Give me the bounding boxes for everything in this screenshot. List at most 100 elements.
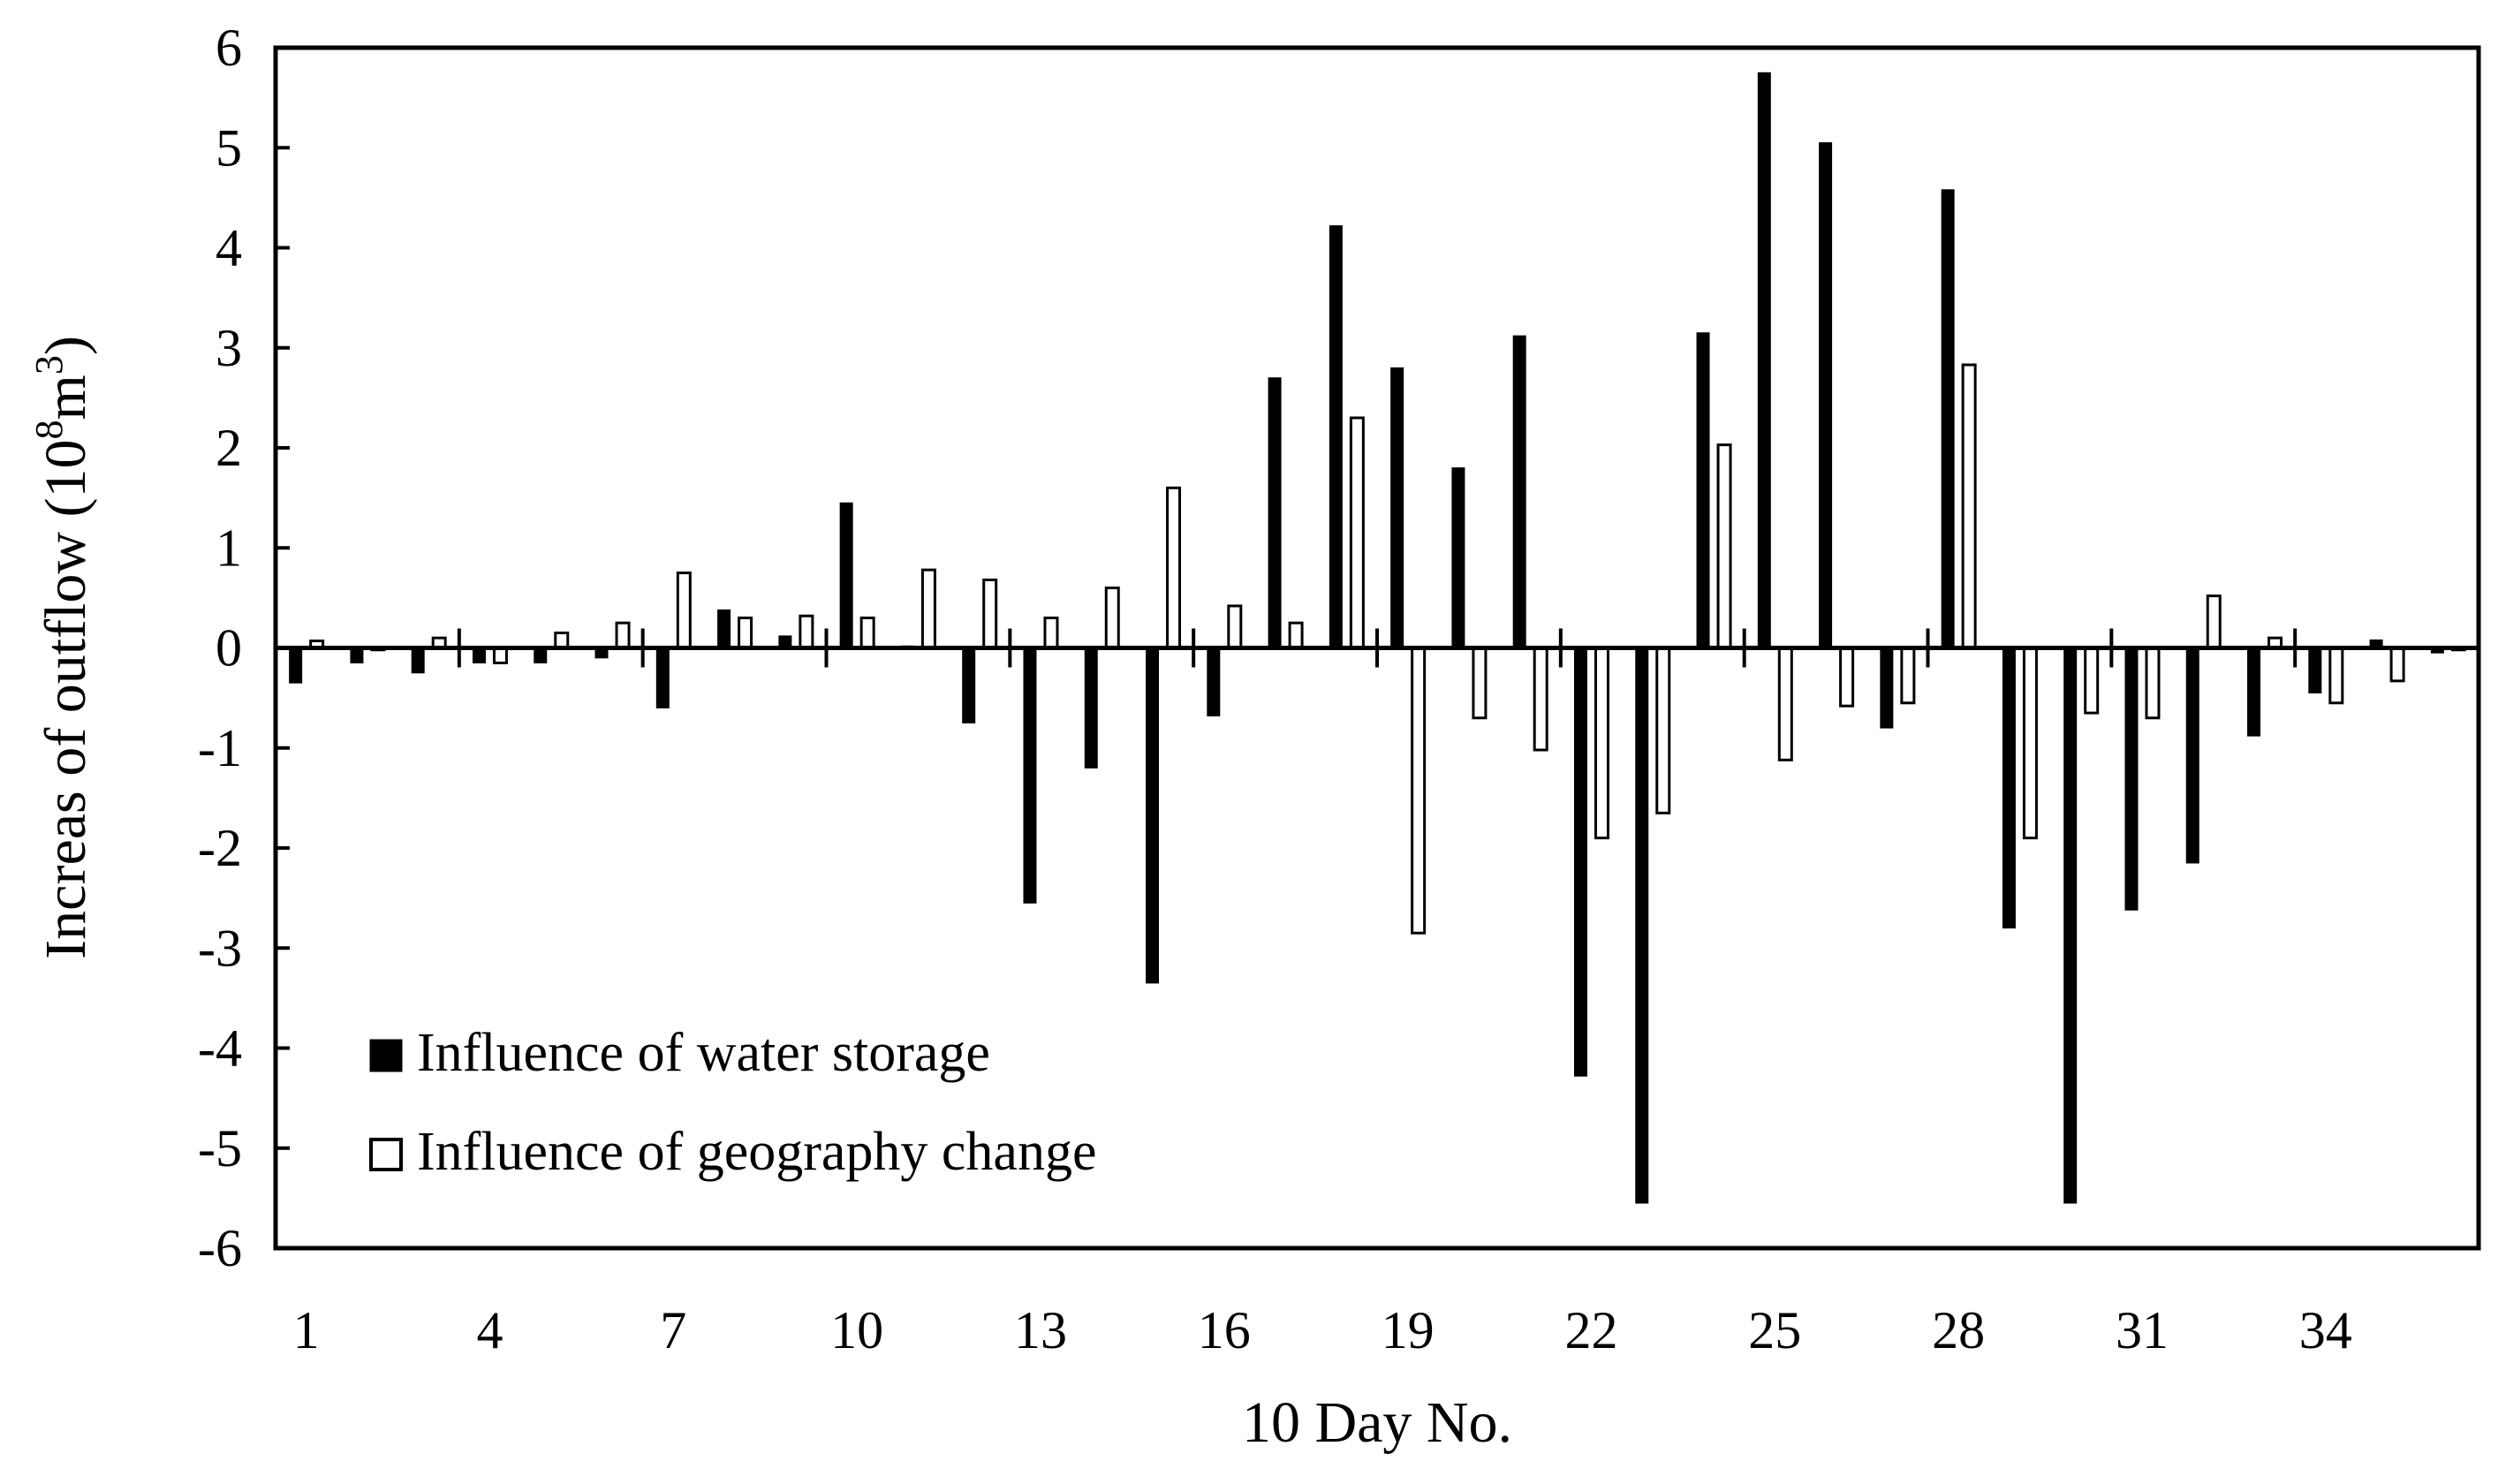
bar-water-storage-22 xyxy=(1573,647,1587,1077)
bar-water-storage-28 xyxy=(1941,189,1955,648)
bar-geography-change-20 xyxy=(1472,647,1488,720)
x-tick-label: 25 xyxy=(1748,1301,1801,1359)
y-axis-title-suffix: ) xyxy=(34,336,98,355)
y-tick-label: 6 xyxy=(216,19,242,77)
bar-water-storage-3 xyxy=(411,647,425,674)
y-tick-label: 0 xyxy=(216,619,242,678)
bar-water-storage-24 xyxy=(1696,332,1710,648)
bar-water-storage-7 xyxy=(655,647,670,708)
y-axis-title-mid: m xyxy=(34,375,98,420)
x-axis: 1 4 7 10 13 16 19 22 25 28 31 34 xyxy=(293,1301,2352,1359)
bars-layer xyxy=(289,72,2466,1204)
legend-label-water-storage: Influence of water storage xyxy=(417,1023,990,1083)
x-tick-label: 28 xyxy=(1932,1301,1985,1359)
y-tick-label: -5 xyxy=(198,1119,242,1177)
bar-water-storage-5 xyxy=(534,647,548,663)
x-tick-label: 10 xyxy=(830,1301,883,1359)
bar-geography-change-34 xyxy=(2328,647,2344,705)
bar-geography-change-28 xyxy=(1961,363,1977,649)
bar-water-storage-26 xyxy=(1819,142,1833,648)
bar-geography-change-5 xyxy=(554,632,570,650)
zero-line-layer xyxy=(276,628,2479,668)
x-tick-label: 4 xyxy=(476,1301,503,1359)
bar-geography-change-25 xyxy=(1777,647,1793,761)
bar-geography-change-26 xyxy=(1839,647,1855,708)
bar-geography-change-13 xyxy=(1043,617,1059,650)
y-axis-title-prefix: Increas of outflow (10 xyxy=(34,440,98,959)
bar-geography-change-8 xyxy=(738,617,753,650)
bar-geography-change-17 xyxy=(1288,621,1304,650)
bar-geography-change-6 xyxy=(615,621,631,650)
x-tick-label: 31 xyxy=(2116,1301,2169,1359)
bar-geography-change-14 xyxy=(1104,587,1120,649)
bar-water-storage-21 xyxy=(1512,335,1526,648)
bar-water-storage-10 xyxy=(839,502,853,648)
bar-geography-change-16 xyxy=(1227,604,1243,650)
bar-geography-change-9 xyxy=(799,614,814,650)
bar-water-storage-17 xyxy=(1268,377,1282,648)
bar-water-storage-25 xyxy=(1757,72,1771,648)
bar-geography-change-22 xyxy=(1594,647,1609,840)
bar-water-storage-33 xyxy=(2247,647,2261,737)
y-tick-label: 4 xyxy=(216,219,242,277)
bar-water-storage-2 xyxy=(350,647,364,663)
bar-geography-change-23 xyxy=(1655,647,1671,814)
y-axis-title-exp1: 8 xyxy=(27,420,71,440)
bar-geography-change-12 xyxy=(982,578,998,649)
bar-water-storage-4 xyxy=(472,647,486,663)
bar-water-storage-20 xyxy=(1451,467,1465,649)
bar-water-storage-18 xyxy=(1329,225,1343,648)
bar-geography-change-11 xyxy=(920,568,936,649)
bar-water-storage-16 xyxy=(1207,647,1221,717)
bar-water-storage-23 xyxy=(1635,647,1649,1204)
bar-water-storage-30 xyxy=(2063,647,2078,1204)
bar-water-storage-8 xyxy=(717,609,731,648)
y-axis-title: Increas of outflow (108m3) xyxy=(27,336,98,959)
y-tick-label: -3 xyxy=(198,919,242,977)
legend-label-geography-change: Influence of geography change xyxy=(417,1122,1096,1182)
bar-water-storage-19 xyxy=(1390,367,1404,648)
bar-water-storage-34 xyxy=(2308,647,2322,693)
bar-geography-change-29 xyxy=(2022,647,2038,840)
x-tick-label: 1 xyxy=(293,1301,320,1359)
x-tick-label: 22 xyxy=(1564,1301,1617,1359)
x-tick-label: 19 xyxy=(1382,1301,1435,1359)
bar-geography-change-4 xyxy=(492,647,508,664)
y-tick-label: -1 xyxy=(198,719,242,777)
legend: Influence of water storage Influence of … xyxy=(369,1023,1096,1182)
x-tick-label: 34 xyxy=(2299,1301,2352,1359)
x-tick-label: 7 xyxy=(660,1301,686,1359)
bar-geography-change-35 xyxy=(2389,647,2405,683)
bar-geography-change-10 xyxy=(859,617,875,650)
bar-water-storage-14 xyxy=(1084,647,1098,768)
x-tick-label: 16 xyxy=(1198,1301,1251,1359)
x-axis-title: 10 Day No. xyxy=(1242,1390,1512,1455)
bar-geography-change-19 xyxy=(1411,647,1427,935)
y-axis: 6 5 4 3 2 1 0 -1 -2 -3 -4 -5 -6 xyxy=(198,19,290,1277)
bar-water-storage-27 xyxy=(1880,647,1894,729)
bar-geography-change-21 xyxy=(1533,647,1548,752)
y-tick-label: 3 xyxy=(216,319,242,377)
bar-water-storage-15 xyxy=(1146,647,1160,984)
y-tick-label: -6 xyxy=(198,1219,242,1277)
legend-swatch-water-storage xyxy=(369,1039,403,1072)
y-tick-label: -2 xyxy=(198,819,242,877)
bar-water-storage-13 xyxy=(1023,647,1037,904)
y-tick-label: 5 xyxy=(216,118,242,177)
bar-geography-change-31 xyxy=(2145,647,2161,720)
bar-geography-change-24 xyxy=(1716,443,1732,649)
bar-water-storage-32 xyxy=(2185,647,2199,864)
bar-geography-change-15 xyxy=(1166,486,1182,649)
bar-water-storage-1 xyxy=(289,647,303,684)
bar-geography-change-30 xyxy=(2084,647,2100,715)
bar-geography-change-7 xyxy=(676,572,692,649)
y-tick-label: 1 xyxy=(216,519,242,577)
bar-geography-change-18 xyxy=(1349,416,1365,649)
x-tick-label: 13 xyxy=(1014,1301,1067,1359)
bar-water-storage-31 xyxy=(2124,647,2139,911)
y-axis-title-exp2: 3 xyxy=(27,355,71,375)
bar-water-storage-29 xyxy=(2002,647,2016,929)
bar-water-storage-12 xyxy=(962,647,976,723)
y-tick-label: 2 xyxy=(216,419,242,477)
